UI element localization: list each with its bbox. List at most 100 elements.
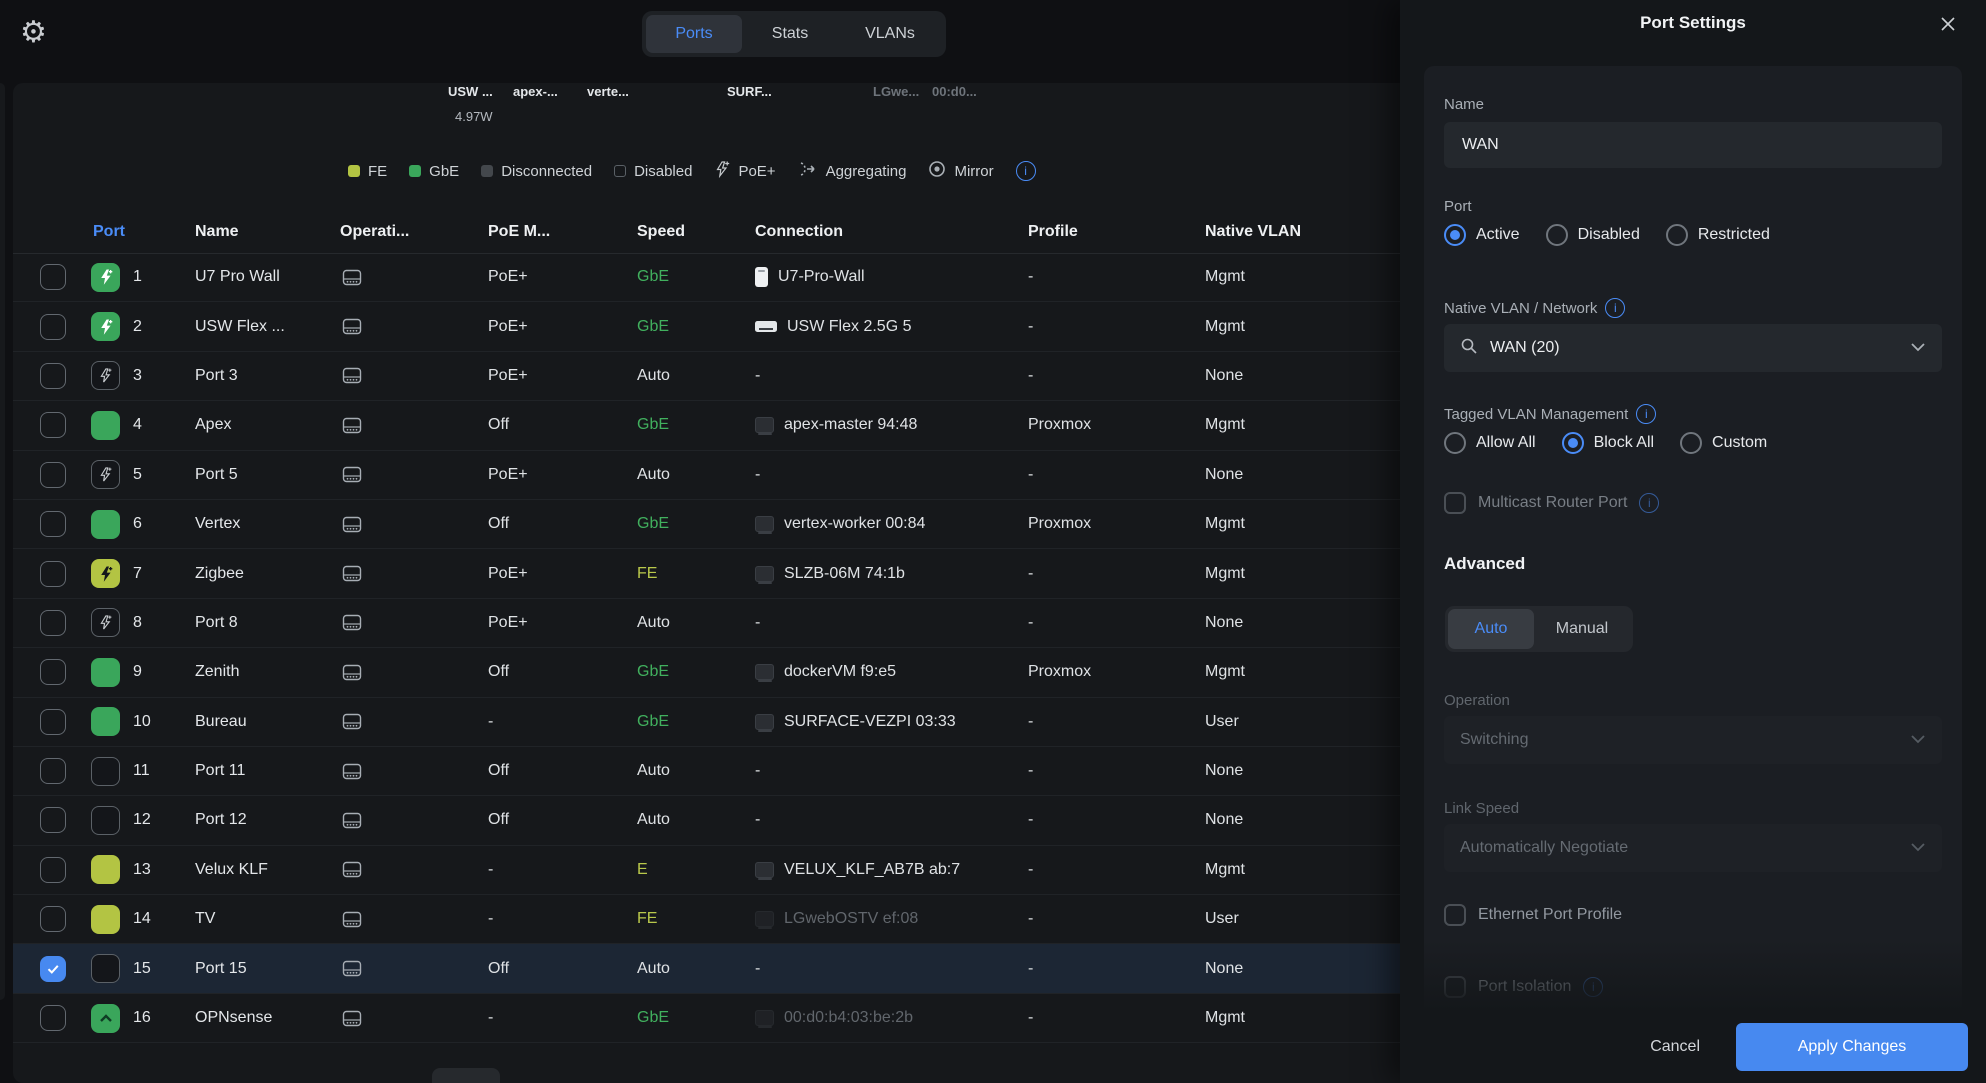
row-checkbox[interactable] bbox=[40, 561, 66, 587]
radio-custom[interactable]: Custom bbox=[1680, 432, 1767, 454]
native-vlan-value: None bbox=[1205, 944, 1243, 992]
tab-ports[interactable]: Ports bbox=[646, 15, 742, 53]
row-checkbox[interactable] bbox=[40, 659, 66, 685]
table-row[interactable]: 4 Apex Off GbE apex-master 94:48 Proxmox… bbox=[13, 401, 1408, 450]
poe-mode-value: PoE+ bbox=[488, 302, 528, 350]
poe-mode-value: PoE+ bbox=[488, 549, 528, 597]
row-checkbox[interactable] bbox=[40, 857, 66, 883]
radio-block-all[interactable]: Block All bbox=[1562, 432, 1654, 454]
table-row[interactable]: 6 Vertex Off GbE vertex-worker 00:84 Pro… bbox=[13, 500, 1408, 549]
table-row[interactable]: 8 Port 8 PoE+ Auto - - None bbox=[13, 599, 1408, 648]
manual-mode-button[interactable]: Manual bbox=[1534, 609, 1630, 649]
port-status-icon bbox=[91, 312, 120, 341]
chevron-down-icon bbox=[1910, 731, 1926, 749]
column-profile[interactable]: Profile bbox=[1028, 210, 1078, 253]
table-row[interactable]: 14 TV - FE LGwebOSTV ef:08 - User bbox=[13, 895, 1408, 944]
pagination-stub[interactable] bbox=[432, 1068, 500, 1083]
native-vlan-select[interactable]: WAN (20) bbox=[1444, 324, 1942, 372]
port-number: 13 bbox=[133, 846, 177, 894]
radio-restricted[interactable]: Restricted bbox=[1666, 224, 1770, 246]
settings-gear-icon[interactable]: ⚙ bbox=[20, 18, 47, 48]
speed-value: Auto bbox=[637, 796, 670, 844]
view-tabs: Ports Stats VLANs bbox=[642, 11, 946, 57]
fe-swatch bbox=[348, 165, 360, 177]
table-row[interactable]: 10 Bureau - GbE SURFACE-VEZPI 03:33 - Us… bbox=[13, 698, 1408, 747]
column-connection[interactable]: Connection bbox=[755, 210, 843, 253]
table-row[interactable]: 11 Port 11 Off Auto - - None bbox=[13, 747, 1408, 796]
row-checkbox[interactable] bbox=[40, 363, 66, 389]
poe-mode-value: - bbox=[488, 895, 493, 943]
port-name: Velux KLF bbox=[195, 846, 337, 894]
info-icon[interactable]: i bbox=[1605, 298, 1625, 318]
tab-vlans[interactable]: VLANs bbox=[838, 15, 942, 53]
table-row[interactable]: 12 Port 12 Off Auto - - None bbox=[13, 796, 1408, 845]
native-vlan-value: None bbox=[1205, 599, 1243, 647]
column-poe-mode[interactable]: PoE M... bbox=[488, 210, 550, 253]
table-row[interactable]: 15 Port 15 Off Auto - - None bbox=[13, 944, 1408, 993]
auto-mode-button[interactable]: Auto bbox=[1448, 609, 1534, 649]
switch-icon bbox=[340, 416, 364, 435]
connected-device-icon bbox=[755, 714, 774, 730]
connection-name: USW Flex 2.5G 5 bbox=[787, 318, 911, 336]
radio-disabled[interactable]: Disabled bbox=[1546, 224, 1640, 246]
column-name[interactable]: Name bbox=[195, 210, 239, 253]
link-speed-select[interactable]: Automatically Negotiate bbox=[1444, 824, 1942, 872]
row-checkbox[interactable] bbox=[40, 956, 66, 982]
info-icon[interactable]: i bbox=[1583, 977, 1603, 997]
column-speed[interactable]: Speed bbox=[637, 210, 685, 253]
info-icon[interactable]: i bbox=[1636, 404, 1656, 424]
table-row[interactable]: 7 Zigbee PoE+ FE SLZB-06M 74:1b - Mgmt bbox=[13, 549, 1408, 598]
info-icon[interactable]: i bbox=[1639, 493, 1659, 513]
ethernet-port-profile-checkbox[interactable]: Ethernet Port Profile bbox=[1444, 904, 1622, 926]
row-checkbox[interactable] bbox=[40, 462, 66, 488]
row-checkbox[interactable] bbox=[40, 412, 66, 438]
port-number: 4 bbox=[133, 401, 177, 449]
connected-device-icon bbox=[755, 664, 774, 680]
cancel-button[interactable]: Cancel bbox=[1644, 1037, 1706, 1057]
table-row[interactable]: 5 Port 5 PoE+ Auto - - None bbox=[13, 451, 1408, 500]
profile-value: - bbox=[1028, 253, 1033, 301]
poe-mode-value: - bbox=[488, 994, 493, 1042]
port-status-icon bbox=[91, 361, 120, 390]
radio-allow-all[interactable]: Allow All bbox=[1444, 432, 1536, 454]
row-checkbox[interactable] bbox=[40, 1005, 66, 1031]
multicast-router-port-checkbox[interactable]: Multicast Router Porti bbox=[1444, 492, 1659, 514]
column-native-vlan[interactable]: Native VLAN bbox=[1205, 210, 1301, 253]
row-checkbox[interactable] bbox=[40, 758, 66, 784]
row-checkbox[interactable] bbox=[40, 807, 66, 833]
row-checkbox[interactable] bbox=[40, 906, 66, 932]
row-checkbox[interactable] bbox=[40, 314, 66, 340]
close-icon[interactable] bbox=[1938, 14, 1958, 34]
table-row[interactable]: 16 OPNsense - GbE 00:d0:b4:03:be:2b - Mg… bbox=[13, 994, 1408, 1043]
speed-value: FE bbox=[637, 549, 657, 597]
column-port[interactable]: Port bbox=[93, 210, 125, 253]
connected-device-icon bbox=[755, 516, 774, 532]
profile-value: - bbox=[1028, 846, 1033, 894]
row-checkbox[interactable] bbox=[40, 264, 66, 290]
port-number: 9 bbox=[133, 648, 177, 696]
row-checkbox[interactable] bbox=[40, 709, 66, 735]
native-vlan-value: Mgmt bbox=[1205, 302, 1245, 350]
legend-label: Disconnected bbox=[501, 163, 592, 180]
table-row[interactable]: 2 USW Flex ... PoE+ GbE USW Flex 2.5G 5 … bbox=[13, 302, 1408, 351]
port-isolation-checkbox[interactable]: Port Isolationi bbox=[1444, 976, 1603, 998]
operation-select[interactable]: Switching bbox=[1444, 716, 1942, 764]
profile-value: Proxmox bbox=[1028, 401, 1091, 449]
table-row[interactable]: 13 Velux KLF - E VELUX_KLF_AB7B ab:7 - M… bbox=[13, 846, 1408, 895]
row-checkbox[interactable] bbox=[40, 511, 66, 537]
native-vlan-value: None bbox=[1205, 796, 1243, 844]
row-checkbox[interactable] bbox=[40, 610, 66, 636]
table-row[interactable]: 1 U7 Pro Wall PoE+ GbE U7-Pro-Wall - Mgm… bbox=[13, 253, 1408, 302]
column-operation[interactable]: Operati... bbox=[340, 210, 409, 253]
device-label: apex-... bbox=[513, 84, 558, 99]
name-input[interactable] bbox=[1444, 122, 1942, 168]
apply-changes-button[interactable]: Apply Changes bbox=[1736, 1023, 1968, 1071]
tab-stats[interactable]: Stats bbox=[742, 15, 838, 53]
radio-active[interactable]: Active bbox=[1444, 224, 1520, 246]
table-row[interactable]: 3 Port 3 PoE+ Auto - - None bbox=[13, 352, 1408, 401]
table-row[interactable]: 9 Zenith Off GbE dockerVM f9:e5 Proxmox … bbox=[13, 648, 1408, 697]
port-name: Zigbee bbox=[195, 549, 337, 597]
poe-bolt-icon bbox=[714, 160, 730, 182]
port-status-icon bbox=[91, 806, 120, 835]
legend-info-icon[interactable]: i bbox=[1016, 161, 1036, 181]
